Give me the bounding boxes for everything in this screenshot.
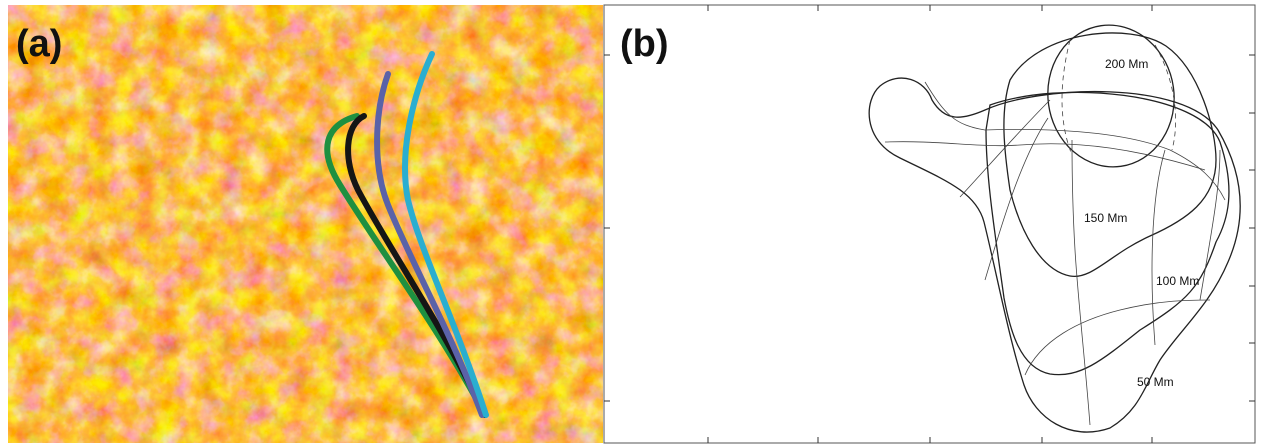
contour-label: 50 Mm <box>1137 375 1174 389</box>
contour-100 <box>985 91 1230 376</box>
contour-50 <box>868 77 1241 433</box>
contour-150 <box>1003 32 1217 277</box>
panel-label: (a) <box>16 23 62 65</box>
loop-cyan <box>402 51 489 418</box>
contour-label: 200 Mm <box>1105 57 1148 71</box>
solar-image <box>8 5 603 443</box>
meridians <box>884 39 1226 426</box>
panel-b: (b) 200 Mm 150 Mm 100 Mm 50 Mm <box>603 4 1256 444</box>
contour-200 <box>1047 24 1175 168</box>
loop-green <box>324 113 488 418</box>
loop-purple <box>374 71 485 418</box>
panel-a: (a) <box>8 5 603 443</box>
ticks <box>604 5 1255 443</box>
panel-label: (b) <box>620 23 669 65</box>
contour-label: 150 Mm <box>1084 211 1127 225</box>
contour-label: 100 Mm <box>1156 274 1199 288</box>
